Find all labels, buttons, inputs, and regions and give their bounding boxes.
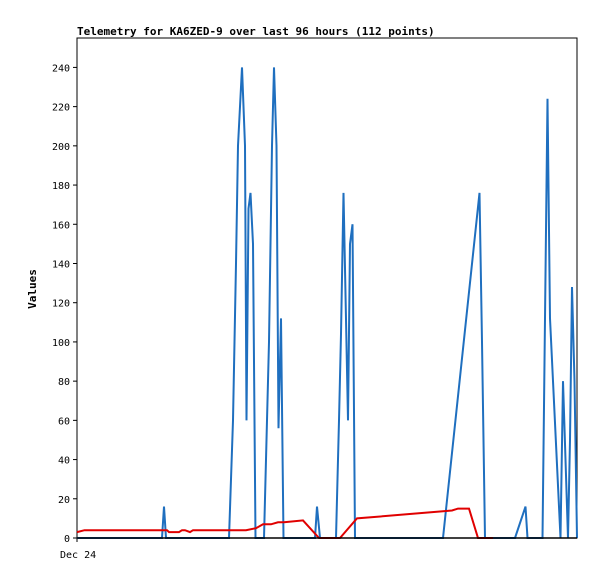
y-axis: 0 20 40 60 80 100 120 140 160 180 200 220 240 [52,63,77,545]
y-tick-label: 20 [58,495,70,506]
y-tick-label: 40 [58,456,70,467]
y-tick-label: 100 [52,338,70,349]
y-tick-label: 140 [52,259,70,270]
series-layer [76,67,578,539]
y-tick-label: 0 [64,534,70,545]
y-tick-label: 120 [52,299,70,310]
y-tick-label: 220 [52,103,70,114]
y-tick-label: 160 [52,220,70,231]
plot-frame [76,37,578,539]
y-tick-label: 200 [52,142,70,153]
chart-title: Telemetry for KA6ZED-9 over last 96 hour… [77,25,435,38]
y-tick-label: 80 [58,377,70,388]
series-line-1 [77,67,578,539]
y-tick-label: 60 [58,416,70,427]
y-tick-label: 240 [52,63,70,74]
y-axis-label: Values [26,269,39,309]
series-line-2 [76,507,493,539]
x-tick-label: Dec 24 [60,550,96,561]
y-tick-label: 180 [52,181,70,192]
